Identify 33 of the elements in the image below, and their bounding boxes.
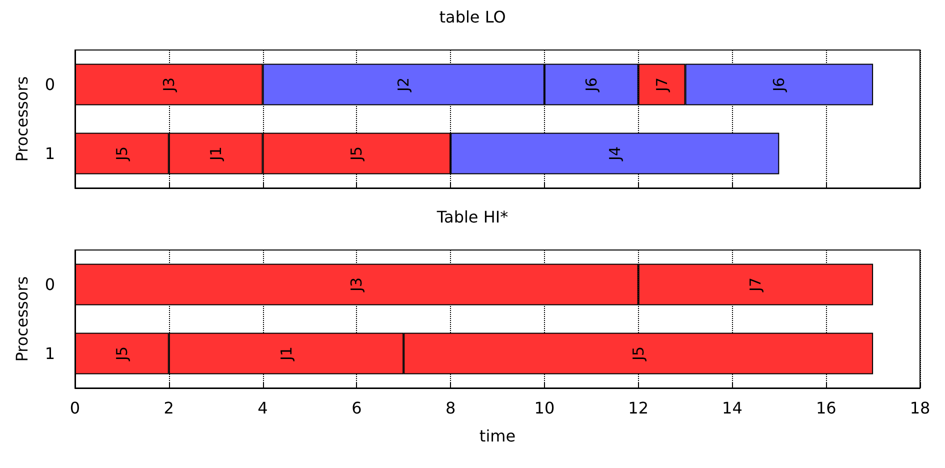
- data-label: J1: [206, 146, 225, 162]
- x-tick-label: 18: [910, 398, 930, 418]
- x-tick-label: 0: [70, 398, 80, 418]
- data-label: J3: [348, 278, 366, 292]
- data-label: J2: [394, 78, 413, 92]
- x-tick-label: 12: [628, 398, 649, 418]
- data-label: J3: [160, 78, 178, 92]
- y-tick-label: 1: [44, 144, 55, 163]
- data-label: J7: [652, 78, 671, 92]
- x-tick-label: 8: [445, 398, 456, 418]
- x-tick-label: 4: [258, 398, 268, 418]
- y-axis-title: Processors: [12, 276, 32, 362]
- data-label: J7: [746, 278, 765, 292]
- x-tick-label: 2: [164, 398, 174, 418]
- data-label: J5: [629, 346, 648, 362]
- chart-title: Table HI*: [436, 208, 508, 226]
- data-label: J6: [582, 78, 600, 92]
- x-axis-title: time: [479, 426, 516, 446]
- y-tick-label: 0: [44, 275, 55, 294]
- y-axis-title: Processors: [12, 76, 32, 162]
- data-label: J5: [348, 146, 366, 162]
- x-tick-label: 16: [816, 398, 836, 418]
- data-label: J6: [770, 78, 788, 92]
- y-tick-label: 1: [44, 344, 55, 363]
- y-tick-label: 0: [44, 75, 55, 94]
- x-tick-label: 6: [352, 398, 362, 418]
- x-tick-label: 14: [722, 398, 742, 418]
- chart-title: table LO: [439, 8, 506, 26]
- data-label: J1: [277, 346, 296, 362]
- data-label: J4: [606, 146, 624, 162]
- data-label: J5: [112, 346, 131, 362]
- data-label: J5: [112, 146, 131, 162]
- x-tick-label: 10: [534, 398, 555, 418]
